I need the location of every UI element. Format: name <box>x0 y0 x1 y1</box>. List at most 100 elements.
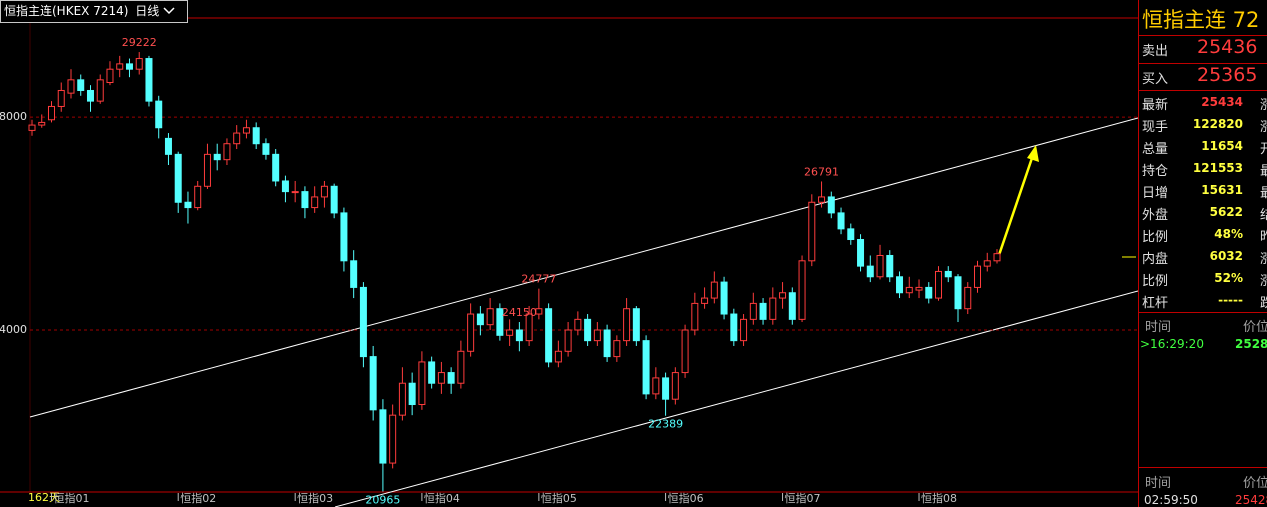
candle-body <box>662 377 670 400</box>
candle-body <box>28 124 36 131</box>
candle-body <box>574 318 582 331</box>
candle-body <box>447 372 455 384</box>
tick-price: 25281 <box>1235 337 1267 351</box>
candle-body <box>603 329 611 358</box>
candle-body <box>779 292 787 299</box>
symbol-title: 恒指主连(HKEX 7214) <box>4 4 129 18</box>
col-header: 价位 <box>1243 320 1267 335</box>
candle-body <box>359 286 367 358</box>
candle-body <box>564 329 572 352</box>
x-tick-label: 恒指06 <box>668 491 704 505</box>
candle-body <box>38 121 46 126</box>
candle-body <box>525 313 533 342</box>
candle-body <box>944 270 952 278</box>
row-value: 121553 <box>1192 161 1243 175</box>
forecast-arrow <box>996 145 1039 259</box>
sell-label: 卖出 <box>1142 44 1169 59</box>
row-clipped-label: 最 <box>1260 160 1267 179</box>
divider <box>1139 35 1267 36</box>
candle-body <box>740 318 748 342</box>
candle-body <box>398 382 406 416</box>
window-label: 162天 <box>28 491 60 504</box>
row-value: 11654 <box>1201 139 1243 153</box>
candle-body <box>584 318 592 342</box>
candle-body <box>350 260 358 288</box>
candle-body <box>857 239 865 267</box>
channel-upper <box>29 117 1138 418</box>
y-tick-label: 28000 <box>0 110 27 123</box>
extreme-label: 22389 <box>648 418 683 431</box>
candle-body <box>486 308 494 326</box>
tick-time: 02:59:50 <box>1144 493 1198 507</box>
row-value: 5622 <box>1209 205 1243 219</box>
tick-price: 25428 <box>1235 493 1267 507</box>
candle-body <box>983 260 991 267</box>
candle-body <box>886 254 894 278</box>
col-header: 价位 <box>1243 476 1267 491</box>
candle-body <box>652 377 660 395</box>
candle-body <box>67 79 75 94</box>
candle-body <box>613 340 621 358</box>
row-label: 比例 <box>1142 230 1169 245</box>
candle-body <box>818 196 826 203</box>
chevron-icon <box>163 7 175 15</box>
candle-body <box>535 308 543 315</box>
arrow-shaft <box>996 157 1034 259</box>
col-header: 时间 <box>1145 476 1172 491</box>
extreme-label: 24777 <box>521 273 556 286</box>
candle-body <box>954 276 962 310</box>
row-label: 最新 <box>1142 98 1169 113</box>
candle-body <box>379 409 387 464</box>
extreme-label: 24150 <box>502 306 537 319</box>
candle-body <box>194 185 202 209</box>
candle-body <box>96 79 104 102</box>
x-tick-label: 恒指02 <box>180 491 216 505</box>
tick-time: >16:29:20 <box>1140 337 1204 351</box>
candle-body <box>788 292 796 320</box>
candle-body <box>281 180 289 193</box>
candle-body <box>106 68 114 84</box>
divider <box>1139 90 1267 91</box>
candle-body <box>389 414 397 464</box>
candle-body <box>213 153 221 161</box>
row-label: 杠杆 <box>1142 296 1169 311</box>
quote-name: 恒指主连 72 <box>1142 8 1260 32</box>
row-value: 15631 <box>1201 183 1243 197</box>
candle-body <box>759 302 767 320</box>
candle-body <box>155 100 163 129</box>
candle-body <box>701 297 709 304</box>
row-clipped-label: 跌 <box>1260 292 1267 311</box>
row-label: 现手 <box>1142 120 1169 135</box>
candle-body <box>262 143 270 155</box>
candle-body <box>252 127 260 145</box>
candle-body <box>330 185 338 214</box>
candle-body <box>545 308 553 363</box>
arrow-head <box>1027 145 1039 162</box>
candle-body <box>710 281 718 299</box>
row-label: 外盘 <box>1142 208 1169 223</box>
row-clipped-label: 最 <box>1260 182 1267 201</box>
candle-body <box>974 265 982 288</box>
candle-body <box>593 329 601 342</box>
channel-lower <box>334 290 1138 507</box>
row-clipped-label: 昨 <box>1260 226 1267 245</box>
candle-body <box>437 372 445 384</box>
period-select[interactable]: 日线 <box>135 4 160 18</box>
candle-body <box>135 58 143 70</box>
candle-body <box>847 228 855 241</box>
candle-body <box>691 302 699 331</box>
x-tick-label: 恒指01 <box>53 491 89 505</box>
candle-body <box>369 356 377 411</box>
candle-body <box>730 313 738 342</box>
candle-body <box>164 137 172 155</box>
candle-body <box>671 372 679 400</box>
quote-panel: 恒指主连 72 卖出 25436 买入 25365 最新25434涨现手1228… <box>1138 0 1267 507</box>
row-clipped-label: 涨 <box>1260 248 1267 267</box>
row-clipped-label: 涨 <box>1260 94 1267 113</box>
candle-body <box>57 89 65 107</box>
symbol-box[interactable]: 恒指主连(HKEX 7214) 日线 <box>0 0 188 23</box>
row-label: 比例 <box>1142 274 1169 289</box>
row-clipped-label: 开 <box>1260 138 1267 157</box>
row-value: 122820 <box>1192 117 1243 131</box>
divider <box>1139 467 1267 468</box>
